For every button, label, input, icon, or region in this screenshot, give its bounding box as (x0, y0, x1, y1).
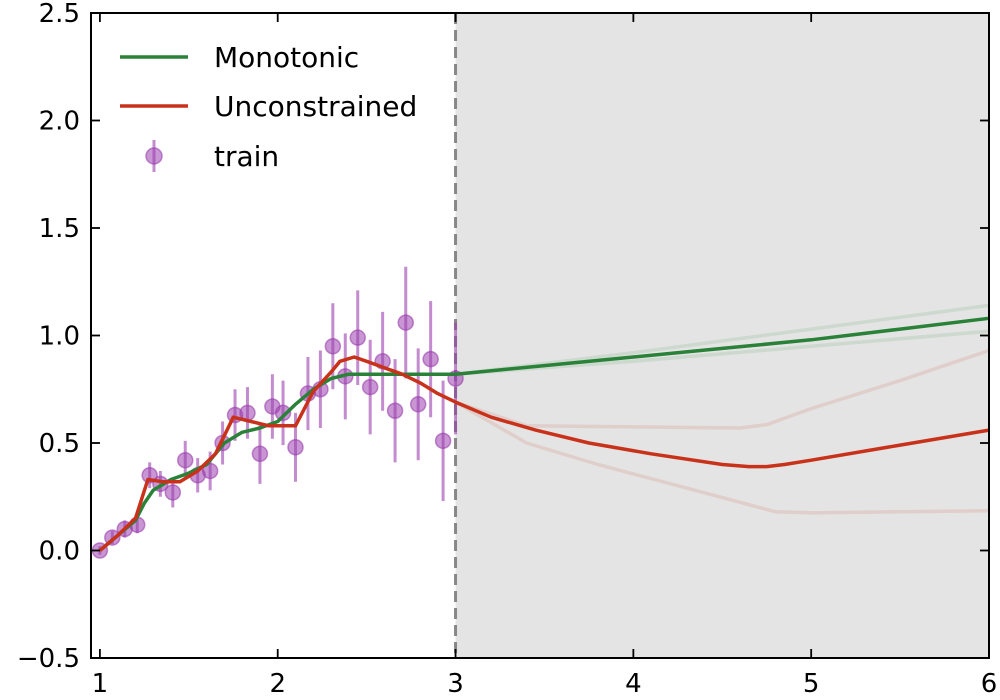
axes: 1 2 3 4 5 6 −0.5 0.0 0.5 1.0 1.5 2.0 2.5 (17, 0, 997, 699)
legend-label-monotonic: Monotonic (214, 41, 359, 74)
train-point (251, 445, 269, 462)
train-point (397, 314, 414, 331)
y-tick-label: −0.5 (17, 644, 80, 674)
y-tick-label: 0.5 (39, 429, 80, 459)
train-point (349, 329, 366, 346)
train-point (361, 378, 379, 396)
train-point (287, 439, 304, 456)
x-tick-label: 1 (92, 669, 109, 699)
x-tick-label: 5 (803, 669, 820, 699)
faint-sample-line (455, 303, 990, 376)
plot-background (455, 13, 989, 658)
y-tick-label: 2.5 (39, 0, 80, 29)
train-point (386, 402, 404, 419)
legend-label-unconstrained: Unconstrained (214, 90, 417, 123)
faint-sample-line (454, 400, 990, 515)
train-point (409, 396, 427, 413)
y-tick-label: 0.0 (39, 537, 80, 567)
legend: Monotonic Unconstrained train (120, 41, 417, 173)
extrapolation-region (455, 13, 989, 658)
faint-samples (454, 303, 990, 515)
model-lines (98, 316, 990, 552)
legend-label-train: train (214, 140, 279, 173)
legend-swatch-train-marker (145, 147, 163, 165)
train-point (422, 350, 439, 368)
train-point (201, 462, 219, 480)
train-point (434, 432, 452, 450)
x-tick-label: 6 (981, 669, 998, 699)
train-point (274, 404, 292, 422)
x-tick-label: 3 (447, 669, 464, 699)
y-tick-label: 2.0 (39, 107, 80, 137)
faint-sample-line (454, 348, 990, 430)
train-points (91, 266, 464, 559)
x-tick-label: 4 (625, 669, 642, 699)
x-tick-label: 2 (269, 669, 286, 699)
y-tick-label: 1.0 (39, 322, 80, 352)
unconstrained-line (98, 355, 990, 552)
train-point (324, 338, 342, 355)
y-tick-label: 1.5 (39, 214, 80, 244)
train-point (164, 484, 182, 501)
faint-sample-line (455, 329, 990, 376)
train-point (176, 451, 194, 469)
